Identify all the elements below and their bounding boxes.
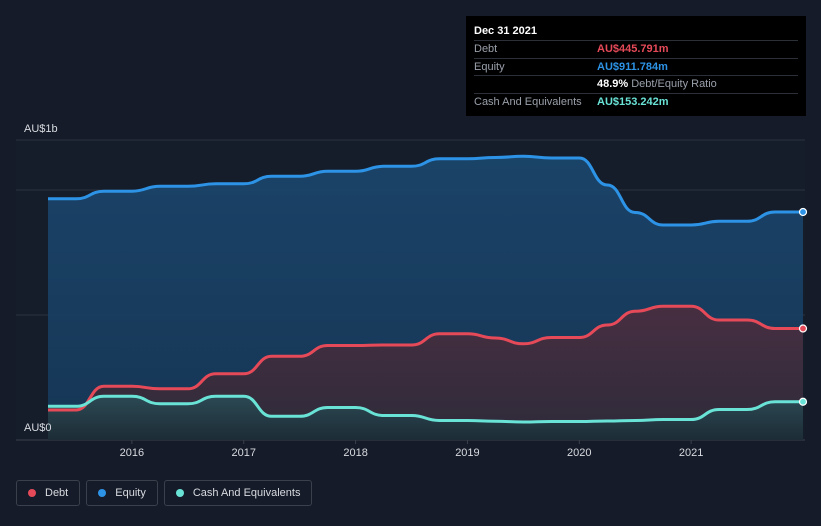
cash-and-equivalents-end-point — [798, 397, 808, 406]
tooltip-debt-label: Debt — [474, 43, 498, 55]
tooltip-panel: Dec 31 2021 Debt AU$445.791m Equity AU$9… — [466, 16, 806, 116]
legend-item-debt[interactable]: Debt — [16, 480, 81, 506]
legend-dot-cash-icon — [175, 489, 184, 497]
tooltip-ratio-label: Debt/Equity Ratio — [631, 78, 717, 90]
equity-line — [47, 154, 803, 227]
x-tick-label-2021: 2021 — [679, 447, 703, 459]
tooltip-ratio-value: 48.9% — [597, 78, 629, 90]
tooltip-equity-value: AU$911.784m — [597, 60, 668, 73]
x-tick-label-2017: 2017 — [231, 447, 255, 459]
legend-item-equity[interactable]: Equity — [86, 480, 158, 506]
tooltip-cash-value: AU$153.242m — [597, 95, 669, 108]
debt-line — [48, 304, 803, 412]
tooltip-debt-value: AU$445.791m — [597, 43, 669, 55]
tooltip-row-equity: Equity AU$911.784m — [474, 59, 798, 76]
legend-item-cash[interactable]: Cash And Equivalents — [163, 480, 313, 506]
tooltip-equity-label: Equity — [474, 60, 505, 73]
chart-legend: Debt Equity Cash And Equivalents — [16, 480, 313, 506]
tooltip-row-cash: Cash And Equivalents AU$153.242m — [474, 94, 798, 111]
tooltip-ratio-spacer — [474, 76, 597, 93]
x-tick-label-2019: 2019 — [455, 447, 479, 459]
legend-label-cash: Cash And Equivalents — [192, 487, 301, 499]
cash-and-equivalents-line — [48, 394, 803, 424]
y-axis-top-label: AU$1b — [24, 123, 58, 135]
x-tick-label-2016: 2016 — [120, 447, 144, 459]
legend-dot-equity-icon — [98, 489, 107, 497]
tooltip-date: Dec 31 2021 — [474, 24, 798, 41]
tooltip-row-ratio: 48.9% Debt/Equity Ratio — [474, 76, 798, 94]
series-lines — [47, 154, 803, 424]
x-tick-label-2018: 2018 — [343, 447, 367, 459]
x-axis-ticks: 2016 2017 2018 2019 2020 2021 — [120, 440, 703, 459]
legend-label-equity: Equity — [115, 487, 146, 499]
equity-end-point — [798, 207, 808, 217]
debt-end-point — [798, 324, 808, 333]
legend-label-debt: Debt — [45, 487, 69, 499]
x-tick-label-2020: 2020 — [567, 447, 591, 459]
legend-dot-debt-icon — [28, 489, 36, 497]
y-axis-bottom-label: AU$0 — [24, 422, 52, 434]
end-markers — [798, 207, 808, 406]
tooltip-row-debt: Debt AU$445.791m — [474, 41, 798, 59]
tooltip-cash-label: Cash And Equivalents — [474, 95, 582, 108]
